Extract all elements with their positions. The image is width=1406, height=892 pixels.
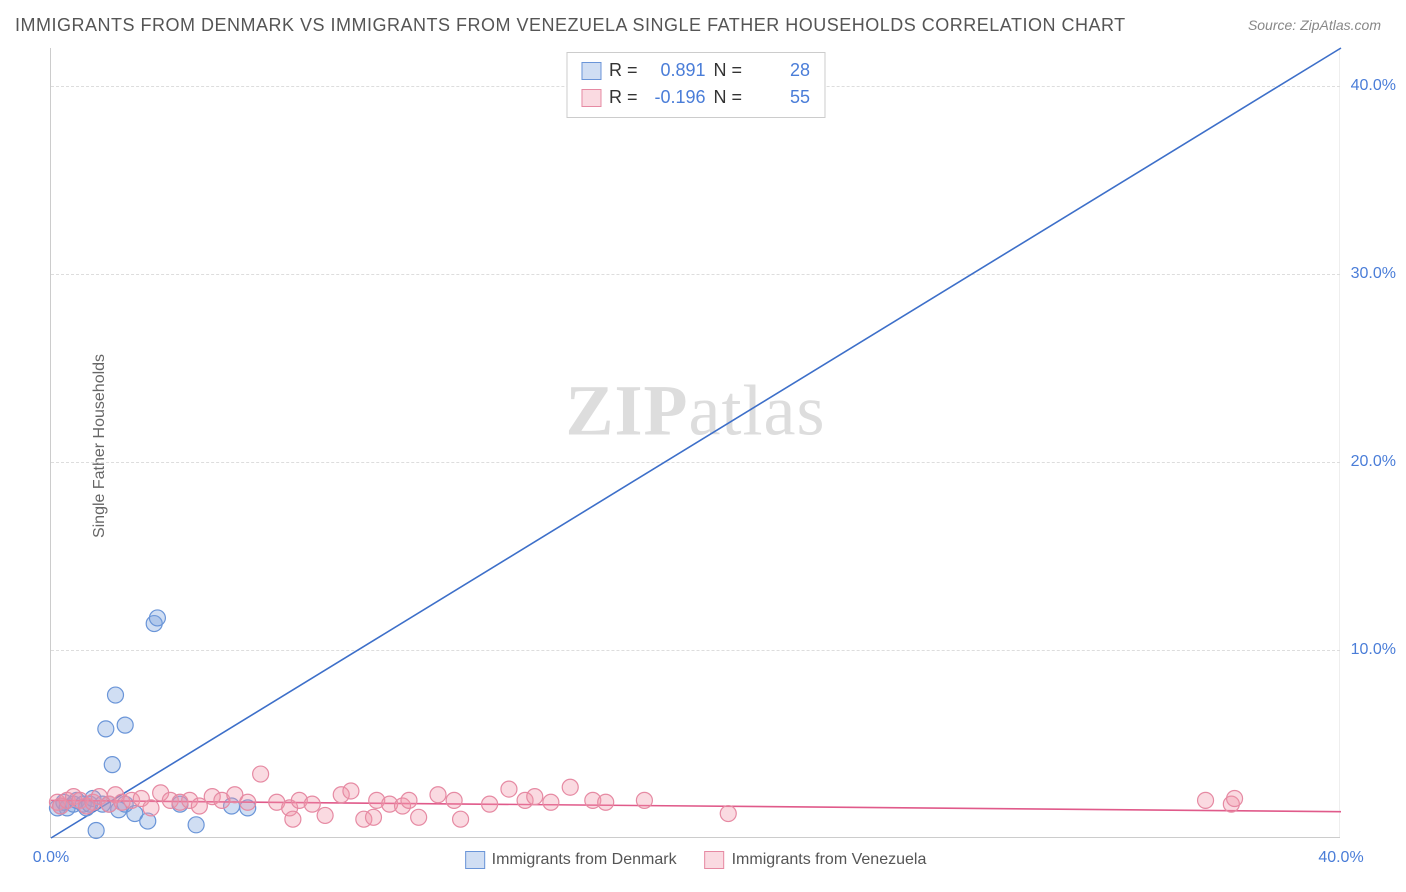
data-point [117,717,133,733]
data-point [143,800,159,816]
legend-label-denmark: Immigrants from Denmark [492,851,677,869]
trend-line [51,48,1341,838]
legend-item-venezuela: Immigrants from Venezuela [705,851,927,869]
legend-stats: R = 0.891 N = 28 R = -0.196 N = 55 [566,52,825,118]
data-point [562,779,578,795]
data-point [453,811,469,827]
source-attribution: Source: ZipAtlas.com [1248,17,1381,33]
legend-item-denmark: Immigrants from Denmark [465,851,677,869]
data-point [253,766,269,782]
data-point [104,757,120,773]
y-tick-label: 40.0% [1346,77,1396,95]
data-point [598,794,614,810]
data-point [98,721,114,737]
data-point [317,807,333,823]
y-tick-label: 10.0% [1346,641,1396,659]
legend-swatch-venezuela [581,89,601,107]
legend-r-label: R = [609,57,638,84]
data-point [543,794,559,810]
data-point [1198,792,1214,808]
legend-r-value-2: -0.196 [646,84,706,111]
data-point [88,822,104,838]
data-point [343,783,359,799]
x-tick-label: 0.0% [33,849,69,867]
data-point [446,792,462,808]
legend-swatch-denmark [581,62,601,80]
data-point [411,809,427,825]
data-point [149,610,165,626]
data-point [401,792,417,808]
y-tick-label: 20.0% [1346,453,1396,471]
legend-n-value-2: 55 [750,84,810,111]
data-point [501,781,517,797]
chart-title: IMMIGRANTS FROM DENMARK VS IMMIGRANTS FR… [15,15,1126,36]
legend-r-label: R = [609,84,638,111]
data-point [527,789,543,805]
data-point [366,809,382,825]
data-point [304,796,320,812]
data-point [430,787,446,803]
data-point [636,792,652,808]
data-point [482,796,498,812]
legend-n-value-1: 28 [750,57,810,84]
data-point [188,817,204,833]
x-tick-label: 40.0% [1318,849,1363,867]
data-point [240,794,256,810]
legend-bottom: Immigrants from Denmark Immigrants from … [465,851,927,869]
legend-stats-row-2: R = -0.196 N = 55 [581,84,810,111]
data-point [1227,791,1243,807]
legend-n-label: N = [714,84,743,111]
legend-r-value-1: 0.891 [646,57,706,84]
legend-stats-row-1: R = 0.891 N = 28 [581,57,810,84]
data-point [108,687,124,703]
chart-svg [51,48,1340,837]
data-point [285,811,301,827]
y-tick-label: 30.0% [1346,265,1396,283]
legend-swatch-denmark-bottom [465,851,485,869]
legend-label-venezuela: Immigrants from Venezuela [732,851,927,869]
legend-n-label: N = [714,57,743,84]
data-point [720,806,736,822]
legend-swatch-venezuela-bottom [705,851,725,869]
plot-area: ZIPatlas 10.0%20.0%30.0%40.0% 0.0%40.0% … [50,48,1340,838]
